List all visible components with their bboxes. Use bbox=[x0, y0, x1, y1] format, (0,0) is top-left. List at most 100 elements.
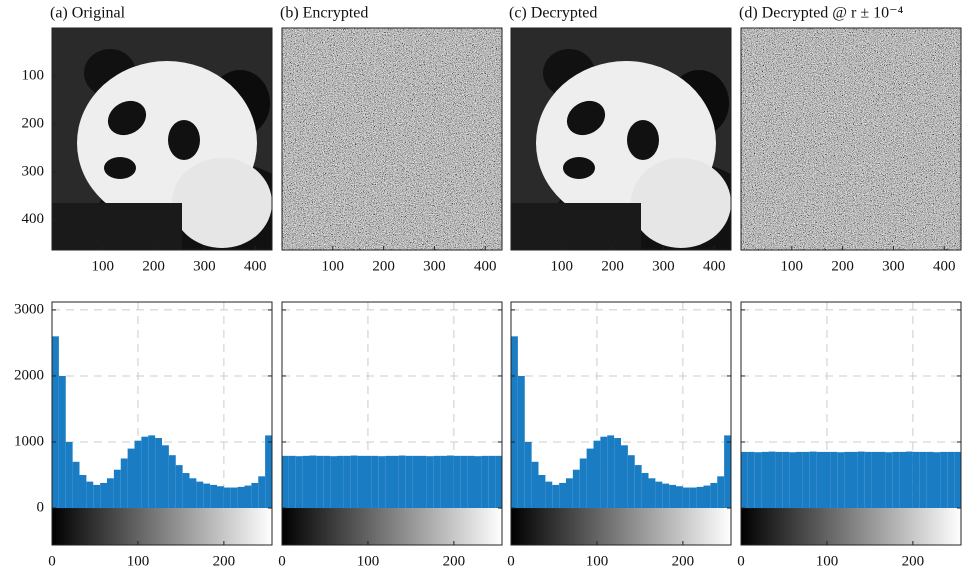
x-tick-label: 200 bbox=[142, 258, 165, 274]
x-tick-label: 100 bbox=[357, 553, 380, 569]
histogram-bar bbox=[865, 452, 872, 508]
y-tick-label: 2000 bbox=[14, 367, 44, 383]
histogram-bar bbox=[872, 452, 879, 508]
histogram-bar bbox=[426, 456, 433, 508]
histogram-bar bbox=[135, 441, 142, 508]
histogram-bar bbox=[600, 437, 607, 508]
histogram-bar bbox=[303, 456, 310, 508]
histogram-bar bbox=[885, 452, 892, 508]
histogram-bar bbox=[649, 478, 656, 508]
histogram-bar bbox=[810, 452, 817, 508]
histogram-bar bbox=[420, 456, 427, 508]
panda-nose bbox=[563, 157, 595, 179]
histogram-bar bbox=[141, 437, 148, 508]
histogram-bar bbox=[289, 456, 296, 508]
histogram-bar bbox=[518, 376, 525, 508]
x-tick-label: 200 bbox=[831, 258, 854, 274]
histogram-bar bbox=[741, 452, 748, 508]
histogram-bar bbox=[224, 488, 231, 508]
histogram-bar bbox=[755, 452, 762, 508]
histogram-bar bbox=[775, 452, 782, 508]
x-tick-label: 200 bbox=[902, 553, 925, 569]
y-tick-label: 200 bbox=[22, 115, 45, 131]
histogram-bar bbox=[461, 456, 468, 508]
histogram-bar bbox=[231, 488, 238, 508]
x-tick-label: 400 bbox=[703, 258, 726, 274]
panda-fur-lower bbox=[511, 203, 641, 250]
x-tick-label: 100 bbox=[127, 553, 150, 569]
histogram-bar bbox=[803, 452, 810, 508]
histogram-bar bbox=[121, 458, 128, 508]
histogram-bar bbox=[323, 456, 330, 508]
histogram-bar bbox=[210, 485, 217, 508]
histogram-bar bbox=[628, 455, 635, 508]
x-tick-label: 200 bbox=[372, 258, 395, 274]
x-tick-label: 300 bbox=[652, 258, 675, 274]
x-tick-label: 100 bbox=[551, 258, 574, 274]
histogram-bar bbox=[358, 456, 365, 508]
histogram-bar bbox=[190, 478, 197, 508]
histogram-bar bbox=[80, 475, 87, 508]
histogram-bar bbox=[676, 486, 683, 508]
histogram-bar bbox=[392, 456, 399, 508]
plot-area bbox=[741, 302, 961, 545]
histogram-bar bbox=[704, 486, 711, 508]
histogram-bar bbox=[316, 456, 323, 508]
y-tick-label: 400 bbox=[22, 211, 45, 227]
histogram-bar bbox=[107, 478, 114, 508]
histogram-bar bbox=[607, 435, 614, 508]
histogram-bar bbox=[114, 470, 121, 508]
x-tick-label: 400 bbox=[244, 258, 267, 274]
colorbar bbox=[511, 508, 731, 545]
histogram-bar bbox=[196, 482, 203, 508]
histogram-bar bbox=[769, 452, 776, 508]
histogram-bar bbox=[169, 455, 176, 508]
histogram-bar bbox=[642, 473, 649, 508]
histogram-bar bbox=[475, 456, 482, 508]
histogram-bar bbox=[251, 483, 258, 508]
histogram-bar bbox=[495, 456, 502, 508]
plot-area bbox=[741, 28, 961, 250]
plot-area bbox=[282, 302, 502, 545]
histogram-bar bbox=[892, 452, 899, 508]
histogram-bar bbox=[100, 483, 107, 508]
histogram-bar bbox=[594, 441, 601, 508]
histogram-bar bbox=[789, 452, 796, 508]
x-tick-label: 0 bbox=[737, 553, 745, 569]
histogram-bar bbox=[440, 456, 447, 508]
histogram-bar bbox=[844, 452, 851, 508]
histogram-bar bbox=[93, 485, 100, 508]
histogram-bar bbox=[176, 465, 183, 508]
histogram-bar bbox=[690, 488, 697, 508]
histogram-bar bbox=[621, 445, 628, 508]
histogram-bar bbox=[371, 456, 378, 508]
histogram-bar bbox=[282, 456, 289, 508]
histogram-bar bbox=[413, 456, 420, 508]
histogram-bar bbox=[330, 456, 337, 508]
histogram-bar bbox=[148, 435, 155, 508]
histogram-bar bbox=[344, 456, 351, 508]
panda-chest bbox=[631, 158, 731, 248]
histogram-bar bbox=[817, 452, 824, 508]
histogram-bar bbox=[920, 452, 927, 508]
histogram-bar bbox=[258, 476, 265, 508]
histogram-bar bbox=[573, 470, 580, 508]
histogram-bar bbox=[748, 452, 755, 508]
x-tick-label: 100 bbox=[816, 553, 839, 569]
histogram-bar bbox=[399, 456, 406, 508]
histogram-bar bbox=[830, 452, 837, 508]
y-tick-label: 0 bbox=[37, 499, 45, 515]
histogram-bar bbox=[406, 456, 413, 508]
histogram-bar bbox=[447, 456, 454, 508]
x-tick-label: 200 bbox=[672, 553, 695, 569]
histogram-bar bbox=[851, 452, 858, 508]
histogram-bar bbox=[52, 336, 59, 508]
panda-chest bbox=[172, 158, 272, 248]
panda-fur-lower bbox=[52, 203, 182, 250]
histogram-bar bbox=[238, 487, 245, 508]
histogram-bar bbox=[697, 487, 704, 508]
x-tick-label: 300 bbox=[193, 258, 216, 274]
histogram-bar bbox=[566, 478, 573, 508]
histogram-bar bbox=[365, 456, 372, 508]
histogram-bar bbox=[539, 475, 546, 508]
